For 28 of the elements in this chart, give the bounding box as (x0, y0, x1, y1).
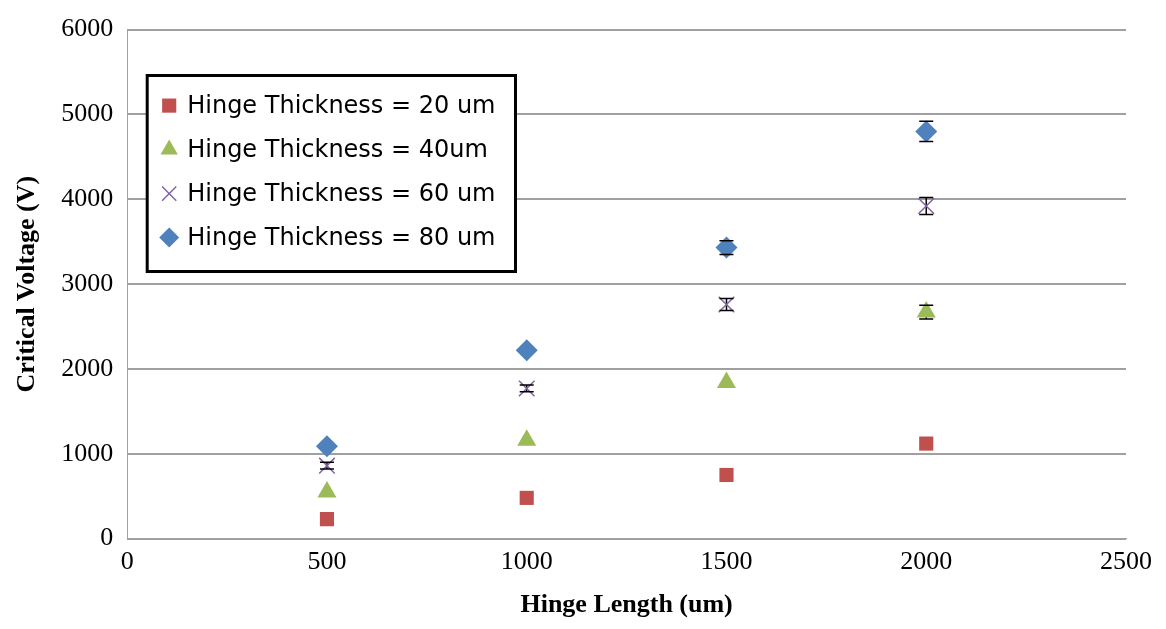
point (919, 436, 934, 451)
x-tick-label: 0 (120, 546, 134, 576)
point (519, 490, 534, 505)
x-tick-label: 500 (307, 546, 347, 576)
legend-label: Hinge Thickness = 40um (187, 134, 488, 163)
y-tick-label: 2000 (61, 352, 114, 382)
point (315, 435, 338, 458)
y-tick-label: 0 (100, 522, 114, 552)
y-tick-label: 5000 (61, 98, 114, 128)
legend-label: Hinge Thickness = 20 um (187, 90, 496, 119)
point (518, 379, 536, 397)
legend-label: Hinge Thickness = 60 um (187, 178, 496, 207)
legend-label: Hinge Thickness = 80 um (187, 222, 496, 251)
point (318, 457, 336, 475)
x-tick-label: 2000 (900, 546, 953, 576)
y-tick-label: 4000 (61, 183, 114, 213)
y-tick-label: 6000 (61, 13, 114, 43)
y-tick-label: 3000 (61, 267, 114, 297)
x-tick-label: 1000 (500, 546, 553, 576)
point (719, 467, 734, 483)
y-axis-title: Critical Voltage (V) (11, 175, 41, 393)
point (515, 339, 538, 362)
x-tick-label: 2500 (1100, 546, 1152, 576)
y-tick-label: 1000 (61, 437, 114, 467)
point (319, 512, 335, 527)
x-axis-title: Hinge Length (um) (520, 589, 733, 619)
point (715, 236, 738, 259)
x-tick-label: 1500 (700, 546, 753, 576)
